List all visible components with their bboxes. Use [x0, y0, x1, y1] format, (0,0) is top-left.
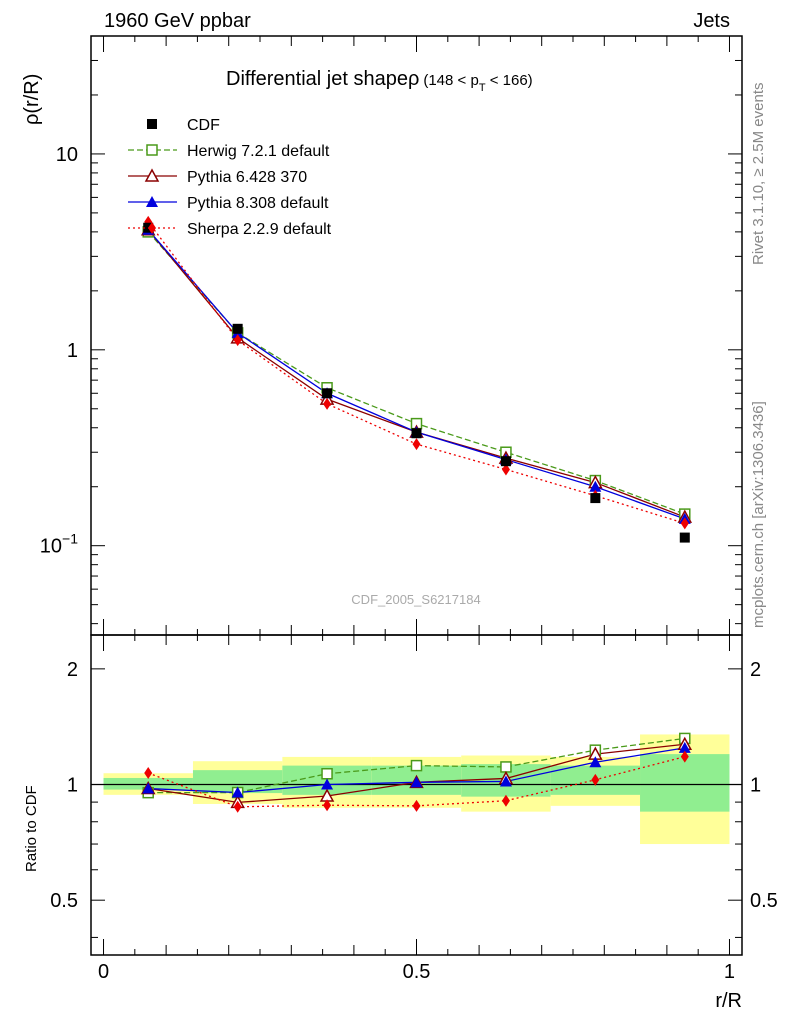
legend-label-0: CDF [187, 117, 220, 134]
legend-marker-2 [144, 168, 160, 182]
legend-label-3: Pythia 8.308 default [187, 195, 329, 212]
data-point-1 [232, 323, 243, 334]
ratio-series-0-point-2 [321, 768, 333, 780]
x-axis-label: r/R [715, 990, 742, 1012]
main-plot-series [140, 215, 693, 543]
series-3-point-6 [680, 517, 689, 530]
legend: CDF Herwig 7.2.1 default Pythia 6.428 370 P… [128, 117, 332, 238]
data-point-5 [590, 493, 601, 504]
y-axis-label: ρ(r/R) [21, 74, 43, 125]
ratio-plot-ticks: 2 2 1 1 0.5 0.5 [50, 659, 778, 938]
ratio-tick-label-right-2: 0.5 [750, 890, 778, 912]
legend-label-2: Pythia 6.428 370 [187, 169, 307, 186]
ratio-tick-label-right-0: 2 [750, 659, 761, 681]
ratio-series-2-point-1 [231, 786, 244, 798]
series-line-1 [147, 229, 686, 518]
ratio-series-2-point-5 [589, 756, 602, 768]
header-left: 1960 GeV ppbar [104, 10, 251, 32]
side-label-rivet: Rivet 3.1.10, ≥ 2.5M events [750, 83, 767, 266]
y-tick-label-base: 1 [67, 340, 78, 362]
legend-label-1: Herwig 7.2.1 default [187, 143, 330, 160]
legend-label-4: Sherpa 2.2.9 default [187, 221, 332, 238]
chart-title-main: Differential jet shapeρ [226, 68, 419, 90]
series-2-point-5 [589, 480, 602, 492]
ratio-series-3-point-3 [412, 799, 421, 812]
legend-marker-3 [146, 196, 158, 207]
series-3-point-4 [501, 463, 510, 476]
ratio-series-3-point-4 [501, 794, 510, 807]
ratio-series-3-point-0 [144, 767, 153, 780]
legend-marker-1 [146, 144, 158, 156]
ratio-tick-label-left-1: 1 [67, 775, 78, 797]
data-point-2 [322, 388, 333, 399]
watermark: CDF_2005_S6217184 [351, 592, 480, 607]
data-point-6 [679, 532, 690, 543]
chart-title-range-suffix: < 166) [486, 72, 533, 89]
ratio-band-stat-6 [640, 754, 730, 812]
series-3-point-2 [323, 397, 332, 410]
header-right: Jets [693, 10, 730, 32]
chart-title-range: (148 < p [423, 72, 478, 89]
data-point-4 [500, 456, 511, 467]
series-line-2 [147, 229, 686, 520]
y-tick-label-2: 10−1 [40, 531, 78, 558]
ratio-y-axis-label: Ratio to CDF [23, 785, 40, 872]
ratio-series-3-point-5 [591, 773, 600, 786]
ratio-tick-label-left-2: 0.5 [50, 890, 78, 912]
series-line-3 [147, 221, 685, 524]
chart-title-range-sub: T [479, 82, 486, 94]
ratio-series-0-point-3 [410, 759, 423, 772]
y-tick-label-1: 1 [67, 340, 78, 362]
x-tick-label-0: 0 [98, 961, 109, 983]
legend-marker-0 [147, 119, 157, 129]
x-tick-label-1: 0.5 [403, 961, 431, 983]
ratio-series-2-point-2 [321, 778, 334, 790]
y-tick-label-base: 10 [40, 536, 62, 558]
series-3-point-3 [412, 438, 421, 451]
series-line-0 [147, 231, 686, 515]
legend-marker-4 [148, 222, 156, 234]
data-point-3 [411, 428, 422, 439]
ratio-tick-label-right-1: 1 [750, 775, 761, 797]
ratio-tick-label-left-0: 2 [67, 659, 78, 681]
ratio-series-3-point-1 [233, 800, 242, 813]
ratio-plot-series [140, 732, 693, 813]
chart-title: Differential jet shapeρ (148 < pT < 166) [226, 68, 533, 94]
series-3-point-1 [233, 334, 242, 347]
ratio-series-3-point-6 [680, 750, 689, 763]
y-tick-label-base: 10 [56, 144, 78, 166]
y-tick-label-0: 10 [56, 144, 78, 166]
ratio-series-2-point-6 [678, 741, 691, 753]
x-tick-label-2: 1 [724, 961, 735, 983]
ratio-series-0-point-4 [500, 761, 512, 773]
ratio-series-2-point-3 [410, 776, 423, 788]
ratio-series-2-point-0 [142, 782, 155, 794]
ratio-plot-frame [90, 634, 743, 956]
ratio-series-3-point-2 [323, 799, 332, 812]
ratio-uncertainty-bands [103, 734, 730, 845]
ratio-series-2-point-4 [499, 775, 512, 787]
y-tick-label-exp: −1 [62, 531, 78, 547]
side-label-mcplots: mcplots.cern.ch [arXiv:1306.3436] [750, 401, 767, 628]
